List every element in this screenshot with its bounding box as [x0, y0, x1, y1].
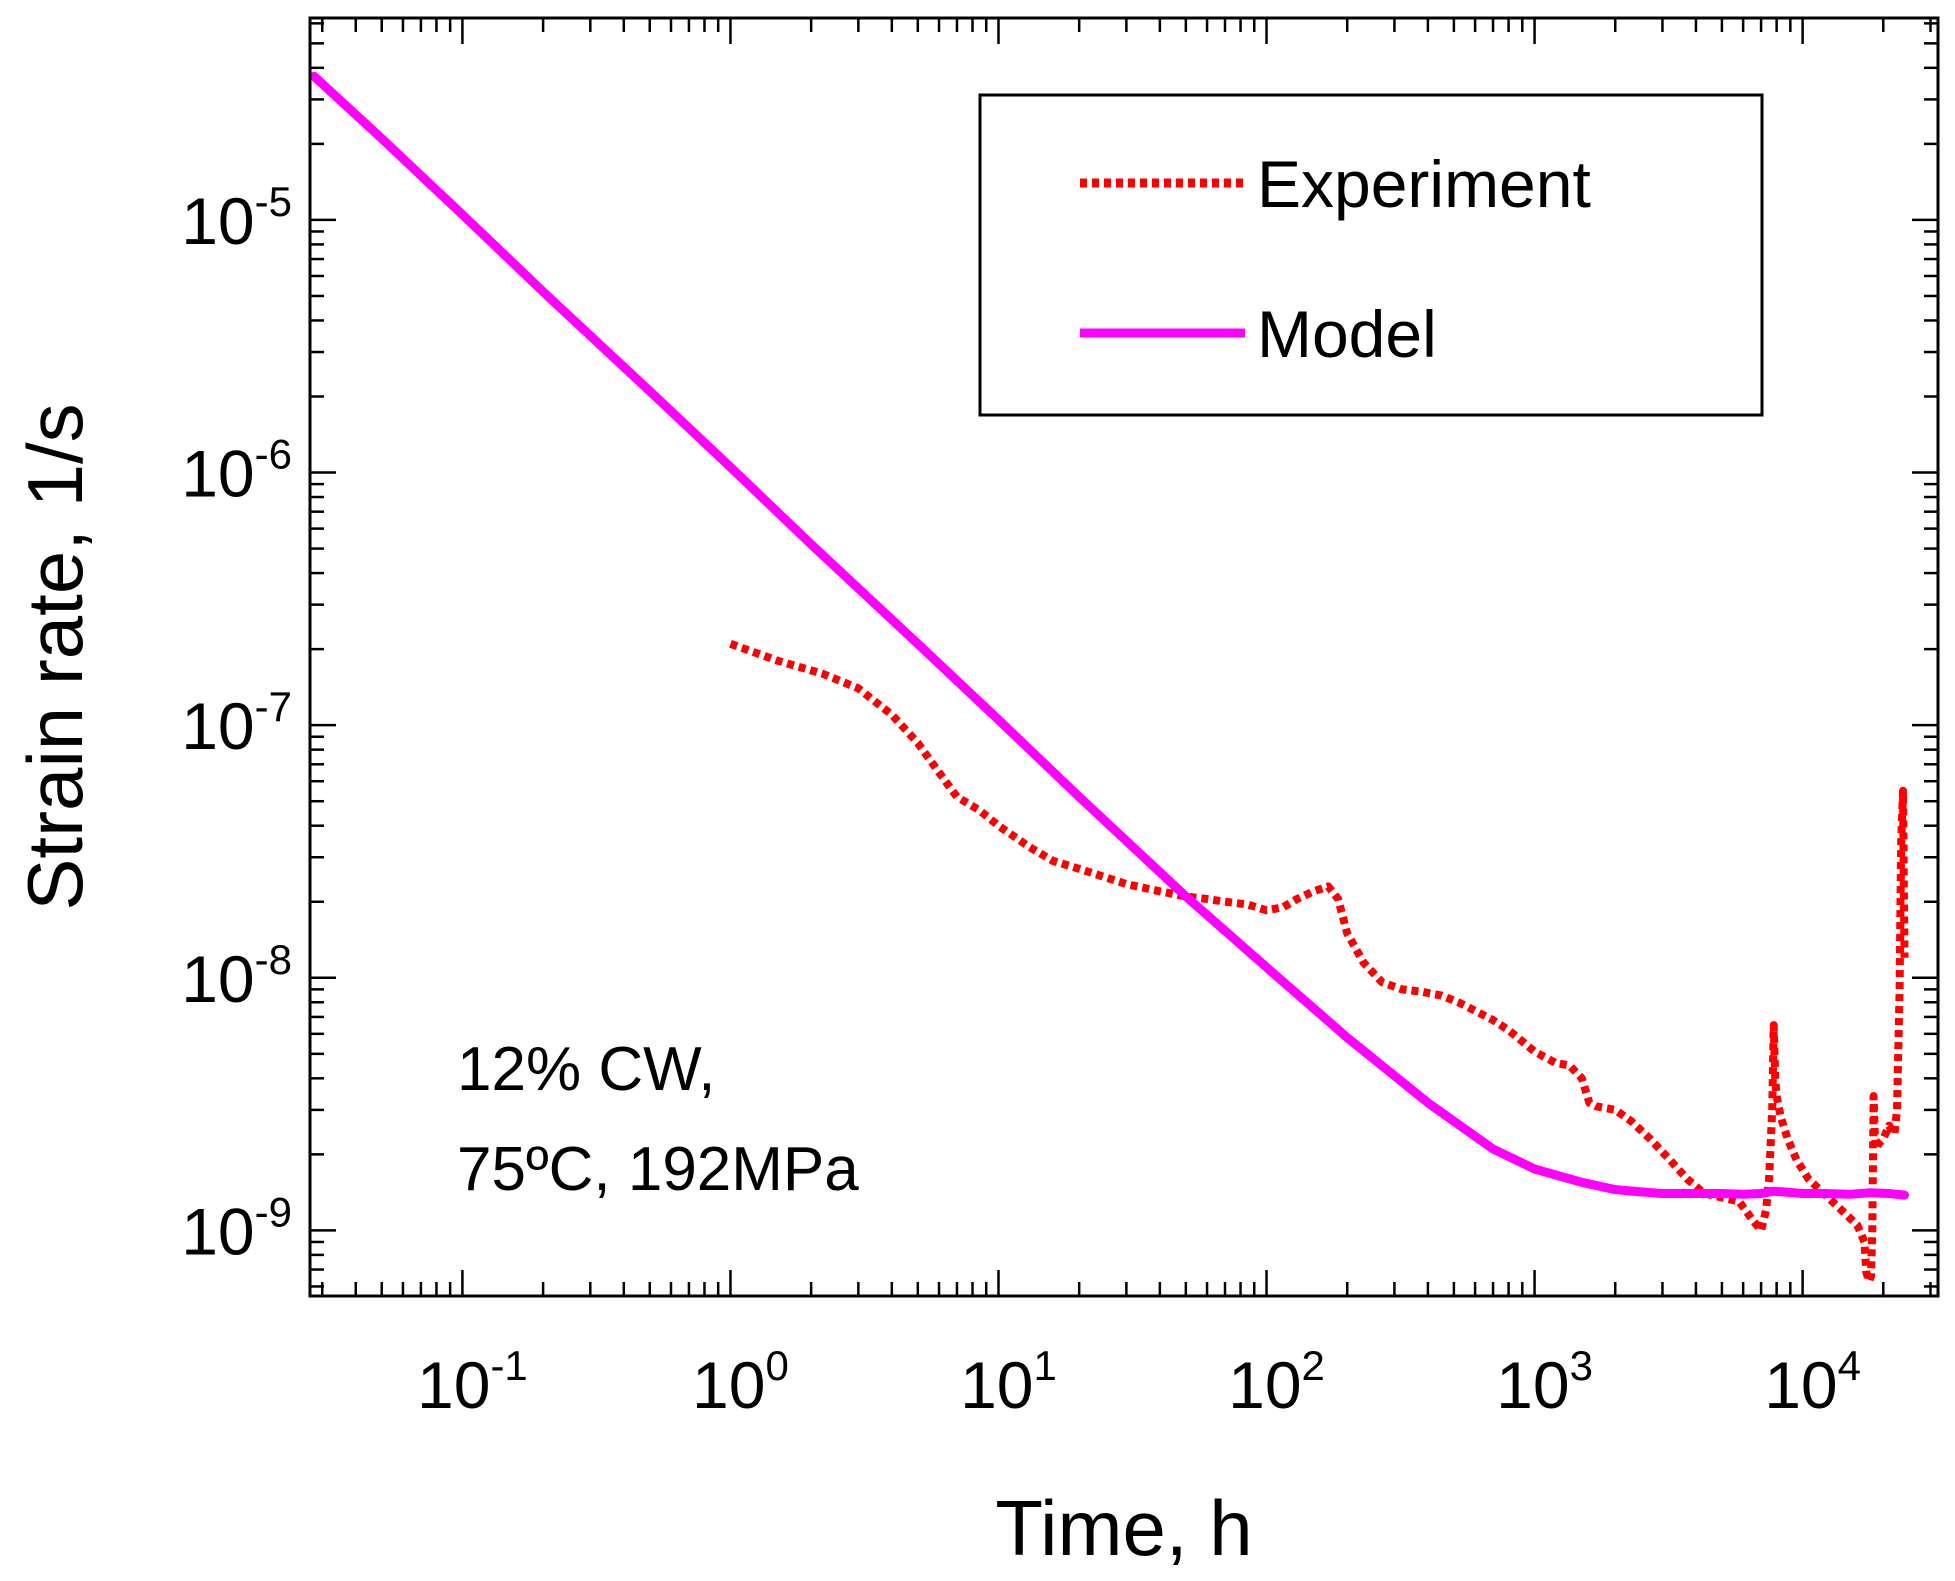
x-tick-label: 102 [1228, 1342, 1325, 1422]
annotation: 12% CW, 75ºC, 192MPa [457, 1035, 859, 1204]
x-axis-title: Time, h [995, 1484, 1252, 1572]
plot-frame [308, 16, 1940, 1298]
x-tick-label: 100 [692, 1342, 789, 1422]
annotation-line-2: 75ºC, 192MPa [457, 1135, 859, 1204]
tick-labels: 10-1 100 101 102 103 104 10-9 10-8 10-7 10-6 10-5 [181, 178, 1861, 1422]
x-tick-label: 104 [1764, 1342, 1861, 1422]
y-axis-title: Strain rate, 1/s [11, 403, 99, 910]
y-tick-label: 10-6 [181, 431, 292, 511]
axis-ticks [310, 18, 1938, 1296]
y-tick-label: 10-7 [181, 683, 292, 763]
series-line-model [309, 71, 1909, 1200]
legend-box [978, 93, 1764, 417]
legend: Experiment Model [978, 93, 1764, 417]
legend-label-experiment: Experiment [1257, 147, 1591, 221]
series-line-experiment [729, 640, 1909, 1286]
annotation-line-1: 12% CW, [457, 1035, 715, 1104]
legend-label-model: Model [1257, 297, 1437, 371]
series-layer [309, 71, 1909, 1286]
y-tick-label: 10-5 [181, 178, 292, 258]
x-tick-label: 10-1 [417, 1342, 528, 1422]
y-tick-label: 10-9 [181, 1188, 292, 1268]
x-tick-label: 101 [960, 1342, 1057, 1422]
y-tick-label: 10-8 [181, 936, 292, 1016]
x-tick-label: 103 [1496, 1342, 1593, 1422]
